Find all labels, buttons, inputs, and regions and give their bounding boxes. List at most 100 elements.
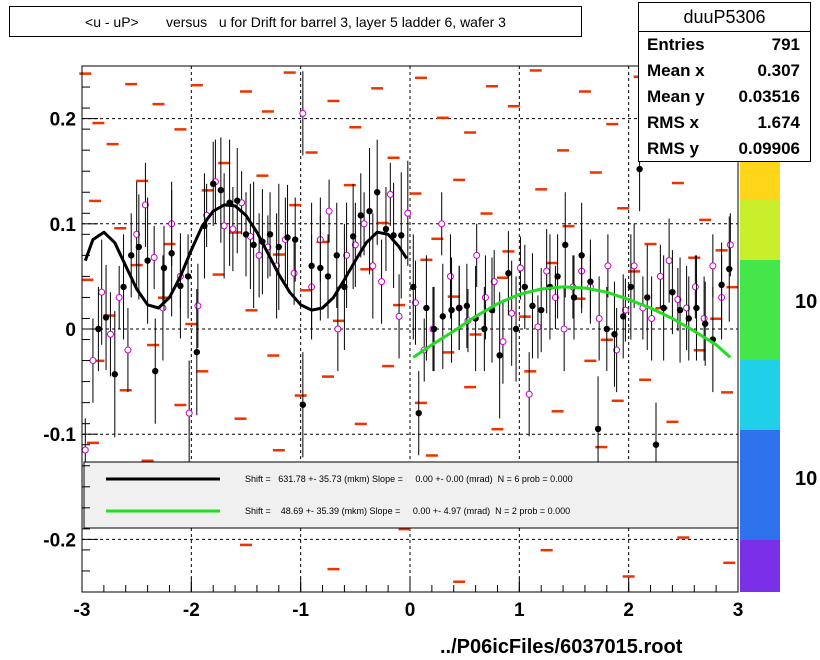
open-marker xyxy=(613,346,621,354)
histogram-bin xyxy=(436,116,449,120)
open-marker xyxy=(516,264,524,272)
open-marker xyxy=(534,323,542,331)
open-marker xyxy=(220,222,228,230)
x-tick-label: 1 xyxy=(514,600,525,621)
histogram-bin xyxy=(639,378,652,381)
x-tick-label: -3 xyxy=(74,600,91,621)
histogram-bin xyxy=(398,527,411,531)
histogram-bin xyxy=(245,309,258,312)
black-marker xyxy=(611,331,618,338)
histogram-bin xyxy=(578,90,591,93)
stats-box: duuP5306 Entries 791 Mean x 0.307 Mean y 0.… xyxy=(638,2,811,162)
histogram-bin xyxy=(606,122,619,126)
black-marker xyxy=(481,325,488,333)
open-marker xyxy=(115,293,123,301)
fit-curve-black xyxy=(83,203,408,312)
open-marker xyxy=(621,306,629,314)
histogram-bin xyxy=(343,183,356,187)
histogram-bin xyxy=(360,268,373,271)
open-marker xyxy=(404,209,412,217)
file-name-label: ../P06icFiles/6037015.root xyxy=(440,636,683,658)
histogram-bin xyxy=(666,420,679,424)
plot-title-box: <u - uP> versus u for Drift for barrel 3… xyxy=(9,6,582,37)
histogram-bin xyxy=(414,76,427,80)
black-marker xyxy=(676,306,684,314)
stats-value: 0.09906 xyxy=(738,139,800,158)
black-marker xyxy=(521,283,528,291)
black-marker xyxy=(430,325,438,333)
legend-frame xyxy=(83,461,739,529)
x-tick-label: 0 xyxy=(405,600,416,621)
fit-curves xyxy=(83,203,732,359)
black-marker xyxy=(144,257,151,264)
histogram-bin xyxy=(196,370,209,373)
palette-blue xyxy=(740,430,780,540)
open-marker xyxy=(656,272,664,280)
open-marker xyxy=(499,338,507,346)
histogram-bin xyxy=(584,359,597,363)
histogram-bin xyxy=(332,319,345,323)
black-marker xyxy=(570,294,578,301)
black-marker xyxy=(333,252,340,259)
histogram-bin xyxy=(218,161,231,165)
histogram-bin xyxy=(447,295,460,298)
histogram-bin xyxy=(354,422,367,426)
black-marker xyxy=(669,288,676,296)
histogram-bin xyxy=(644,242,657,246)
histogram-bin xyxy=(141,459,154,462)
black-marker xyxy=(266,231,274,238)
histogram-bin xyxy=(300,289,313,292)
histogram-bin xyxy=(322,375,334,378)
histogram-bin xyxy=(442,351,455,354)
black-marker xyxy=(603,325,610,333)
histogram-bin xyxy=(562,224,575,228)
histogram-bin xyxy=(261,110,274,113)
histogram-bin xyxy=(529,69,542,72)
open-marker xyxy=(351,241,359,249)
black-marker xyxy=(496,352,503,359)
black-marker xyxy=(168,250,175,257)
histogram-bin xyxy=(688,256,701,259)
open-marker xyxy=(194,302,202,310)
open-marker xyxy=(700,314,708,322)
black-marker xyxy=(292,236,299,243)
black-marker xyxy=(538,306,545,314)
histogram-bin xyxy=(174,403,187,407)
stats-row-mean-y: Mean y 0.03516 xyxy=(639,84,810,110)
histogram-bin xyxy=(185,322,198,326)
histogram-bin xyxy=(409,192,422,195)
histogram-bin xyxy=(174,128,187,131)
open-marker xyxy=(150,253,158,261)
palette-purple xyxy=(740,540,780,592)
open-marker xyxy=(525,390,533,398)
black-marker xyxy=(324,273,332,280)
black-marker xyxy=(349,233,357,240)
histogram-bin xyxy=(147,343,160,347)
black-marker xyxy=(512,325,520,333)
histogram-bin xyxy=(496,276,509,279)
open-marker xyxy=(446,272,454,280)
open-marker xyxy=(726,241,734,249)
open-marker xyxy=(543,267,551,275)
fit-legend: Shift = 631.78 +- 35.73 (mkm) Slope = 0.… xyxy=(83,461,739,529)
legend-entry-black: Shift = 631.78 +- 35.73 (mkm) Slope = 0.… xyxy=(245,474,573,484)
open-marker xyxy=(290,269,298,277)
black-marker xyxy=(702,320,709,327)
black-marker xyxy=(636,165,643,173)
open-marker xyxy=(481,293,489,301)
stats-row-rms-y: RMS y 0.09906 xyxy=(639,136,810,162)
histogram-bin xyxy=(535,188,548,191)
open-marker xyxy=(709,262,717,270)
y-tick-label: -0.1 xyxy=(43,425,76,446)
open-marker xyxy=(386,190,394,198)
black-marker xyxy=(718,281,725,289)
black-marker xyxy=(357,212,364,219)
histogram-bin xyxy=(240,543,252,547)
open-marker xyxy=(630,262,638,270)
histogram-bin xyxy=(414,401,427,405)
black-marker xyxy=(250,241,257,249)
open-marker xyxy=(595,314,603,322)
black-marker xyxy=(685,315,692,322)
histogram-bin xyxy=(305,151,318,154)
